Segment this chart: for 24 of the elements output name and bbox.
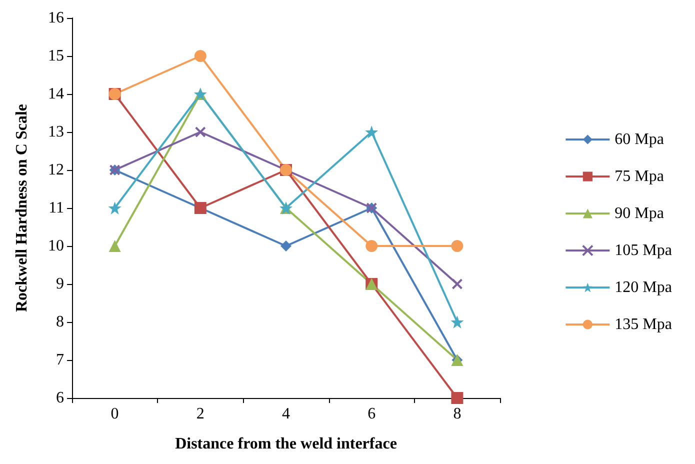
legend-label: 105 Mpa [614, 242, 672, 259]
legend-label: 120 Mpa [614, 279, 672, 296]
y-tick-label: 8 [56, 314, 64, 330]
legend-label: 60 Mpa [614, 131, 664, 148]
x-tick-label: 6 [368, 406, 376, 422]
y-tick-label: 13 [48, 124, 64, 140]
x-tick-label: 8 [453, 406, 462, 422]
x-tick-label: 4 [282, 406, 290, 422]
legend-label: 75 Mpa [614, 168, 664, 185]
x-tick-label: 0 [110, 406, 119, 422]
y-tick-label: 12 [48, 162, 64, 178]
y-tick-label: 15 [48, 48, 64, 64]
x-tick-label: 2 [196, 406, 204, 422]
legend-label: 135 Mpa [614, 316, 672, 333]
y-axis-title: Rockwell Hardness on C Scale [14, 104, 30, 312]
y-tick-label: 9 [56, 276, 64, 292]
y-tick-label: 10 [48, 238, 64, 254]
y-tick-label: 14 [48, 86, 64, 102]
legend-label: 90 Mpa [614, 205, 664, 222]
y-tick-label: 6 [56, 390, 64, 406]
y-tick-label: 11 [48, 200, 64, 216]
y-tick-label: 7 [56, 352, 64, 368]
x-axis-title: Distance from the weld interface [175, 436, 397, 452]
y-tick-label: 16 [48, 10, 64, 26]
